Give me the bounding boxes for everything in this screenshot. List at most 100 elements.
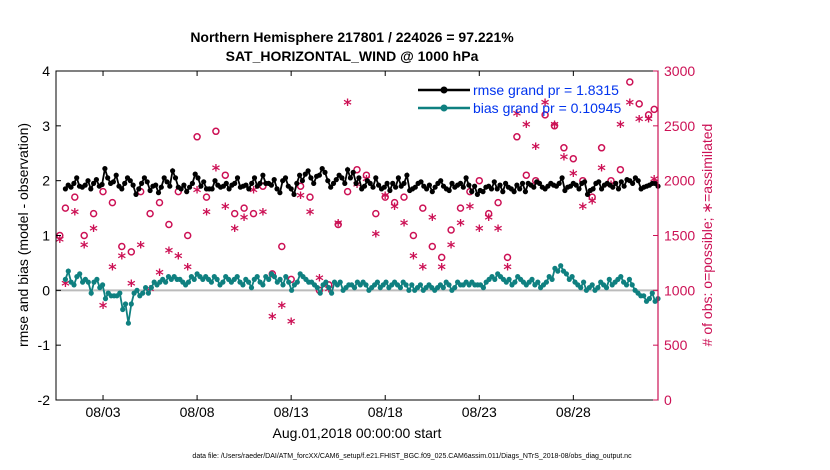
rmse-point <box>322 169 328 175</box>
rmse-point <box>155 190 162 196</box>
rmse-point <box>223 180 229 186</box>
x-tick-label: 08/23 <box>462 404 497 420</box>
rmse-point <box>102 166 108 172</box>
bias-point <box>77 271 83 277</box>
assimilated-obs-point: * <box>381 188 390 207</box>
rmse-point <box>144 179 150 185</box>
assimilated-obs-point: * <box>296 188 305 207</box>
possible-obs-point <box>71 193 79 201</box>
rmse-point <box>556 180 562 186</box>
assimilated-obs-point: * <box>419 259 428 278</box>
y-right-tick-label: 2000 <box>664 173 695 189</box>
assimilated-obs-point: * <box>80 238 89 257</box>
rmse-point <box>514 182 520 188</box>
rmse-point <box>599 186 605 192</box>
possible-obs-point <box>428 242 437 251</box>
rmse-point <box>130 182 136 188</box>
possible-obs-point <box>447 226 455 234</box>
rmse-point <box>395 175 401 181</box>
assimilated-obs-point: * <box>560 150 569 169</box>
rmse-point <box>105 175 111 181</box>
x-tick-label: 08/03 <box>86 404 121 420</box>
bias-point <box>240 282 246 288</box>
rmse-point <box>277 190 283 196</box>
possible-obs-point <box>475 176 484 185</box>
assimilated-obs-point: * <box>221 199 230 218</box>
y-left-tick-label: 4 <box>42 63 50 79</box>
bias-point <box>606 276 612 282</box>
rmse-point <box>257 180 263 186</box>
assimilated-obs-point: * <box>343 95 352 114</box>
assimilated-obs-point: * <box>155 265 164 284</box>
rmse-point <box>390 180 396 186</box>
rmse-point <box>429 189 435 195</box>
bias-point <box>578 285 584 291</box>
y-axis-right-label: # of obs: o=possible; ∗=assimilated <box>699 124 715 347</box>
assimilated-obs-point: * <box>616 117 625 136</box>
rmse-point <box>497 182 503 188</box>
assimilated-obs-point: * <box>503 259 512 278</box>
assimilated-obs-point: * <box>475 221 484 240</box>
possible-obs-point <box>456 204 465 212</box>
rmse-point <box>201 179 207 185</box>
rmse-point <box>133 191 139 197</box>
rmse-point <box>167 183 173 189</box>
rmse-point <box>401 180 407 186</box>
legend: rmse grand pr = 1.8315 bias grand pr = 0… <box>418 82 621 116</box>
rmse-point <box>153 182 159 188</box>
possible-obs-point <box>343 187 352 196</box>
assimilated-obs-point: * <box>165 243 174 262</box>
assimilated-obs-point: * <box>287 314 296 333</box>
possible-obs-point <box>409 231 418 240</box>
rmse-point <box>282 175 289 181</box>
bias-point <box>535 279 541 285</box>
bias-point <box>120 306 126 313</box>
rmse-point <box>469 189 475 195</box>
bias-point <box>649 290 655 296</box>
legend-rmse-label: rmse grand pr = 1.8315 <box>473 82 619 98</box>
possible-obs-point <box>650 105 658 114</box>
possible-obs-point <box>362 171 371 179</box>
possible-obs-point <box>108 198 117 207</box>
possible-obs-point <box>569 154 578 163</box>
y-axis-right: 0 500 1000 1500 2000 2500 3000 <box>653 63 695 408</box>
plot-area <box>56 71 658 400</box>
rmse-point <box>393 184 399 190</box>
assimilated-obs-point: * <box>202 205 211 224</box>
bias-point <box>271 274 277 280</box>
rmse-point <box>635 178 641 184</box>
bias-point <box>603 285 610 291</box>
rmse-point <box>209 186 215 192</box>
rmse-point <box>274 186 280 192</box>
rmse-series <box>62 166 661 197</box>
rmse-point <box>494 186 500 192</box>
bias-point <box>286 279 292 285</box>
rmse-point <box>161 175 167 181</box>
rmse-point <box>82 182 88 188</box>
bias-point <box>529 276 535 282</box>
x-tick-label: 08/18 <box>368 404 403 420</box>
legend-bias-marker <box>440 104 448 112</box>
rmse-point <box>268 182 274 188</box>
rmse-point <box>88 186 94 192</box>
assimilated-obs-point: * <box>268 309 277 328</box>
possible-obs-point <box>400 193 408 201</box>
rmse-point <box>291 191 297 197</box>
bias-point <box>143 285 149 291</box>
assimilated-obs-point: * <box>315 270 324 289</box>
rmse-point <box>500 189 506 195</box>
assimilated-obs-point: * <box>626 95 635 114</box>
possible-obs-point <box>390 198 399 207</box>
y-right-tick-label: 500 <box>664 337 688 353</box>
possible-obs-point <box>503 253 512 262</box>
rmse-point <box>576 186 582 192</box>
rmse-point <box>260 172 266 178</box>
possible-obs-point <box>61 204 70 212</box>
bias-point <box>85 279 91 285</box>
bias-point <box>280 282 286 288</box>
x-tick-label: 08/08 <box>180 404 215 420</box>
bias-point <box>163 279 169 285</box>
assimilated-obs-point: * <box>240 210 249 229</box>
assimilated-obs-point: * <box>71 205 80 224</box>
rmse-point <box>99 181 105 188</box>
